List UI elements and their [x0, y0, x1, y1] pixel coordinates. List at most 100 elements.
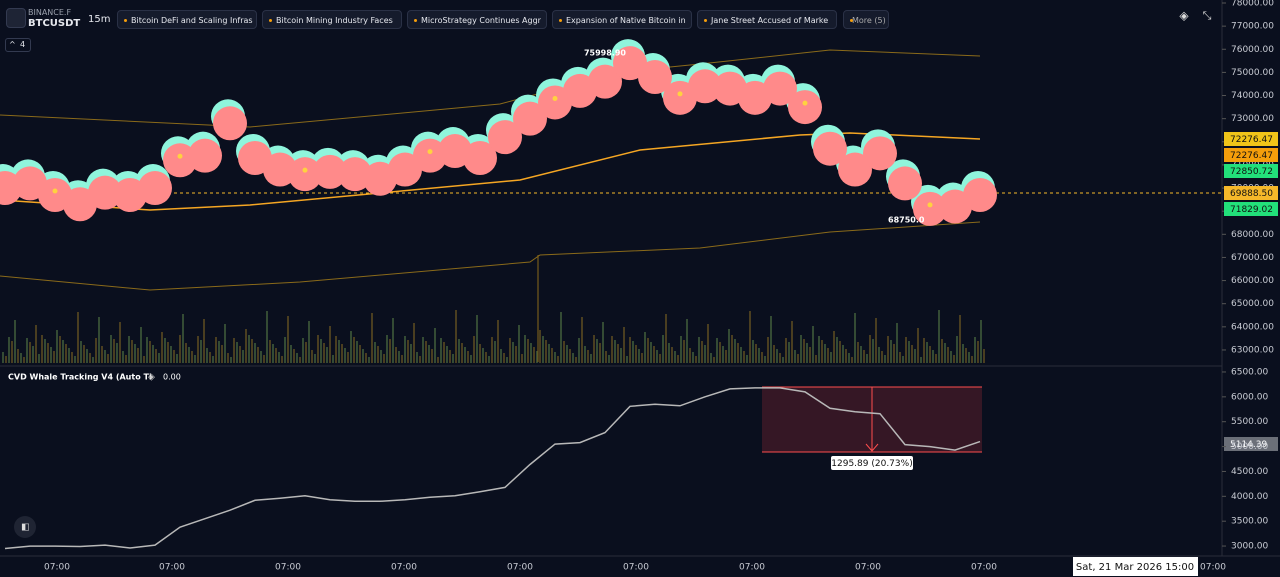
volume-bar [542, 336, 544, 363]
news-tag[interactable]: Expansion of Native Bitcoin in [552, 10, 692, 29]
y-tick-label: 74000.00 [1231, 91, 1274, 101]
volume-bar [167, 342, 169, 363]
y-tick-label: 68000.00 [1231, 230, 1274, 240]
price-badge-bg [1224, 202, 1278, 216]
volume-bar [374, 342, 376, 363]
volume-bar [602, 322, 604, 363]
volume-bar [599, 343, 601, 363]
volume-bar [905, 337, 907, 363]
volume-bar [794, 350, 796, 363]
volume-bar [596, 339, 598, 363]
interval[interactable]: 15m [88, 14, 111, 25]
news-tag[interactable]: Jane Street Accused of Marke [697, 10, 837, 29]
volume-bar [836, 337, 838, 363]
volume-bar [224, 324, 226, 363]
layers-icon[interactable]: ◈ [1179, 9, 1189, 23]
volume-bar [323, 343, 325, 363]
price-bubble [863, 136, 897, 171]
volume-bar [314, 354, 316, 363]
volume-bar [371, 313, 373, 363]
volume-bar [644, 332, 646, 363]
volume-bar [407, 340, 409, 363]
collapse-toggle[interactable] [5, 38, 31, 52]
signal-dot [927, 202, 933, 208]
volume-bar [131, 340, 133, 363]
volume-bar [494, 341, 496, 363]
y-tick-label: 75000.00 [1231, 68, 1274, 78]
volume-bar [245, 329, 247, 363]
volume-bar [935, 354, 937, 363]
volume-bar [305, 342, 307, 363]
volume-bar [395, 347, 397, 363]
volume-bar [557, 356, 559, 363]
volume-bar [764, 356, 766, 363]
price-badge-bg [1224, 186, 1278, 200]
x-tick-label: 07:00 [159, 563, 185, 573]
volume-bar [410, 344, 412, 363]
news-tag[interactable]: MicroStrategy Continues Aggr [407, 10, 547, 29]
volume-bar [959, 315, 961, 363]
volume-bar [341, 344, 343, 363]
y-tick-label: 76000.00 [1231, 45, 1274, 55]
price-badge-bg [1224, 164, 1278, 178]
price-bubble [838, 152, 872, 187]
logo-watermark[interactable] [14, 516, 36, 538]
eye-icon[interactable]: ◈ [148, 373, 155, 383]
volume-bar [257, 347, 259, 363]
volume-bar [80, 341, 82, 363]
volume-bar [860, 346, 862, 363]
volume-bar [491, 337, 493, 363]
more-button[interactable]: More (5) [843, 10, 889, 29]
indicator-name[interactable]: CVD Whale Tracking V4 (Auto Ti [8, 373, 152, 382]
volume-bar [287, 316, 289, 363]
volume-bar [56, 330, 58, 363]
volume-bar [800, 335, 802, 363]
volume-bar [200, 340, 202, 363]
symbol-logo[interactable] [6, 8, 26, 28]
volume-bar [881, 351, 883, 363]
high-annotation: 75998.90 [584, 49, 626, 58]
volume-bar [116, 343, 118, 363]
volume-bar [269, 340, 271, 363]
volume-bar [263, 355, 265, 363]
volume-bar [158, 353, 160, 363]
signal-dot [427, 149, 433, 155]
volume-bar [938, 310, 940, 363]
volume-bar [386, 335, 388, 363]
volume-bar [563, 341, 565, 363]
news-tag[interactable]: Bitcoin DeFi and Scaling Infras [117, 10, 257, 29]
volume-bar [239, 346, 241, 363]
volume-bar [506, 357, 508, 363]
volume-bar [971, 356, 973, 363]
volume-bar [71, 352, 73, 363]
volume-bar [488, 356, 490, 363]
y-tick-label: 67000.00 [1231, 253, 1274, 263]
volume-bar [521, 354, 523, 363]
volume-bar [227, 353, 229, 363]
volume-bar [482, 348, 484, 363]
volume-bar [893, 344, 895, 363]
volume-bar [815, 355, 817, 363]
volume-bar [548, 344, 550, 363]
symbol[interactable]: BTCUSDT [28, 18, 81, 29]
volume-bar [575, 357, 577, 363]
volume-bar [362, 349, 364, 363]
volume-bar [347, 352, 349, 363]
volume-bar [191, 351, 193, 363]
volume-bar [728, 329, 730, 363]
volume-bar [311, 350, 313, 363]
volume-bar [41, 335, 43, 363]
volume-bar [275, 348, 277, 363]
volume-bar [833, 331, 835, 363]
news-tag[interactable]: Bitcoin Mining Industry Faces [262, 10, 402, 29]
volume-bar [854, 313, 856, 363]
volume-bar [551, 348, 553, 363]
volume-bar [743, 351, 745, 363]
volume-bar [389, 339, 391, 363]
volume-bar [233, 338, 235, 363]
volume-bar [755, 344, 757, 363]
collapse-icon[interactable]: ⤡ [1203, 9, 1212, 22]
price-badge: 71829.02 [1230, 205, 1273, 215]
price-bubble [488, 120, 522, 155]
